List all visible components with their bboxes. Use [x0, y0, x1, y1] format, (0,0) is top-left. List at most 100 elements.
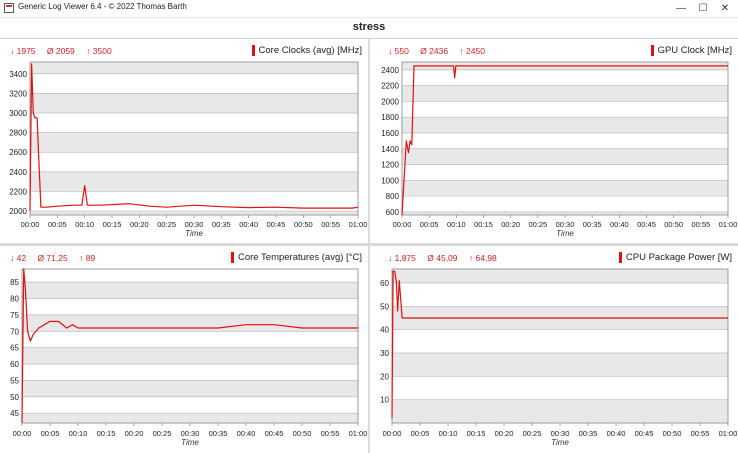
x-axis-label: Time [185, 229, 203, 238]
x-tick-label: 00:50 [663, 429, 682, 438]
x-tick-label: 00:35 [209, 429, 228, 438]
y-tick-label: 3400 [9, 70, 27, 79]
series-line [391, 270, 728, 419]
x-tick-label: 00:40 [610, 220, 629, 229]
y-tick-label: 1400 [381, 145, 399, 154]
y-tick-label: 80 [10, 294, 19, 303]
stat-min: ↓ 550 [388, 46, 409, 56]
plot-band [402, 117, 728, 133]
stat-max: ↑ 89 [79, 253, 96, 263]
close-button[interactable]: ✕ [720, 3, 730, 14]
x-tick-label: 00:05 [48, 220, 67, 229]
y-tick-label: 2000 [381, 97, 399, 106]
x-tick-label: 00:40 [239, 220, 258, 229]
y-tick-label: 2000 [9, 207, 27, 216]
y-tick-label: 30 [380, 349, 389, 358]
legend-swatch [251, 45, 255, 56]
x-tick-label: 00:20 [130, 220, 149, 229]
x-tick-label: 00:25 [528, 220, 547, 229]
y-tick-label: 85 [10, 278, 19, 287]
y-tick-label: 1800 [381, 113, 399, 122]
app-icon [4, 3, 14, 13]
x-tick-label: 00:50 [293, 429, 312, 438]
x-tick-label: 00:10 [69, 429, 88, 438]
x-tick-label: 00:20 [125, 429, 144, 438]
x-tick-label: 00:10 [439, 429, 458, 438]
cpu-power-panel: ↓ 1,875 Ø 45,09 ↑ 64,98 CPU Package Powe… [370, 246, 738, 453]
cpu-power-chart: 10 20 30 40 50 60 00:00 00:05 00:10 00:15 00:20 00:… [380, 268, 738, 447]
y-tick-label: 20 [380, 372, 389, 381]
page-title: stress [0, 17, 738, 39]
stat-min: ↓ 1,875 [388, 253, 416, 263]
y-tick-label: 50 [10, 393, 19, 402]
y-tick-label: 55 [10, 376, 19, 385]
stat-min: ↓ 42 [10, 253, 27, 263]
y-tick-label: 2200 [381, 82, 399, 91]
x-axis-label: Time [551, 438, 569, 447]
y-tick-label: 60 [10, 360, 19, 369]
plot-band [30, 62, 358, 74]
x-tick-label: 00:00 [393, 220, 412, 229]
plot-band [402, 211, 728, 215]
plot-band [402, 148, 728, 165]
x-tick-label: 00:00 [13, 429, 32, 438]
plot-band [22, 282, 358, 299]
maximize-button[interactable]: ☐ [698, 3, 708, 14]
y-tick-label: 10 [380, 396, 389, 405]
panel-title-text: Core Temperatures (avg) [°C] [237, 252, 362, 263]
y-tick-label: 50 [380, 302, 389, 311]
legend-swatch [230, 252, 234, 263]
x-tick-label: 01:00 [349, 429, 368, 438]
legend-swatch [618, 252, 622, 263]
x-tick-label: 00:05 [420, 220, 439, 229]
y-tick-label: 2400 [381, 66, 399, 75]
y-tick-label: 800 [386, 192, 400, 201]
y-tick-label: 70 [10, 327, 19, 336]
series-line [401, 65, 728, 216]
x-tick-label: 00:45 [637, 220, 656, 229]
x-tick-label: 00:00 [383, 429, 402, 438]
x-tick-label: 00:40 [237, 429, 256, 438]
x-tick-label: 00:40 [607, 429, 626, 438]
panel-title-text: Core Clocks (avg) [MHz] [258, 45, 362, 56]
x-tick-label: 00:35 [579, 429, 598, 438]
plot-band [30, 171, 358, 192]
y-tick-label: 3000 [9, 109, 27, 118]
y-tick-label: 2600 [9, 148, 27, 157]
panel-title-text: GPU Clock [MHz] [657, 45, 732, 56]
x-axis-label: Time [181, 438, 199, 447]
plot-band [30, 132, 358, 153]
x-tick-label: 00:15 [103, 220, 122, 229]
x-tick-label: 00:50 [294, 220, 313, 229]
x-tick-label: 00:10 [447, 220, 466, 229]
x-tick-label: 01:00 [349, 220, 368, 229]
minimize-button[interactable]: — [676, 3, 686, 14]
x-tick-label: 00:35 [583, 220, 602, 229]
y-tick-label: 40 [380, 326, 389, 335]
x-tick-label: 00:10 [75, 220, 94, 229]
stat-min: ↓ 1975 [10, 46, 36, 56]
x-tick-label: 00:25 [157, 220, 176, 229]
window-title: Generic Log Viewer 6.4 - © 2022 Thomas B… [18, 2, 187, 11]
x-tick-label: 00:30 [556, 220, 575, 229]
core-temperatures-panel: ↓ 42 Ø 71,25 ↑ 89 Core Temperatures (avg… [0, 246, 368, 453]
stat-avg: Ø 2436 [420, 46, 449, 56]
x-tick-label: 00:30 [185, 220, 204, 229]
y-tick-label: 65 [10, 344, 19, 353]
stat-max: ↑ 64,98 [468, 253, 497, 263]
cpu-power-stats: ↓ 1,875 Ø 45,09 ↑ 64,98 [388, 253, 506, 263]
plot-band [402, 85, 728, 102]
stat-avg: Ø 71,25 [37, 253, 68, 263]
x-tick-label: 00:45 [267, 220, 286, 229]
horizontal-divider[interactable] [0, 243, 738, 246]
x-tick-label: 01:00 [719, 429, 738, 438]
legend-swatch [650, 45, 654, 56]
x-tick-label: 00:55 [691, 220, 710, 229]
y-tick-label: 1600 [381, 129, 399, 138]
stat-avg: Ø 2059 [46, 46, 75, 56]
core-clocks-chart: 2000 2200 2400 2600 2800 3000 3200 3400 00:00 00:… [9, 61, 368, 238]
series-line [29, 63, 359, 212]
stat-max: ↑ 2450 [459, 46, 485, 56]
x-tick-label: 00:45 [635, 429, 654, 438]
plot-band [392, 353, 728, 377]
